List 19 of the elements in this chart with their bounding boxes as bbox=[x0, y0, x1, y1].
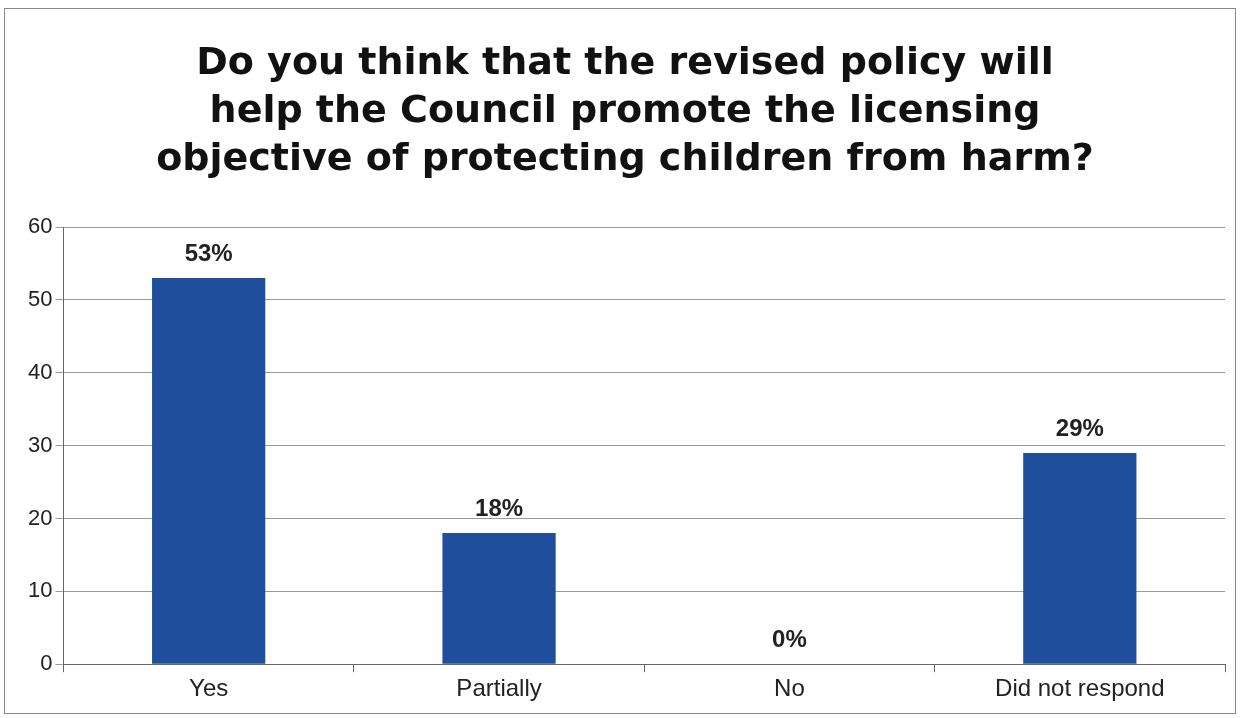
y-tick-label: 60 bbox=[27, 213, 53, 239]
y-tick-label: 0 bbox=[40, 650, 53, 676]
y-tick-label: 30 bbox=[27, 431, 53, 457]
x-tick-label: Partially bbox=[456, 674, 542, 702]
y-tick-label: 20 bbox=[27, 504, 53, 530]
bar bbox=[1023, 452, 1137, 664]
x-tick-label: No bbox=[774, 674, 805, 702]
x-tick-label: Did not respond bbox=[995, 674, 1165, 702]
bar bbox=[152, 278, 266, 664]
chart-title: Do you think that the revised policy will help the Council promote the licensing objective of protecting children from harm? bbox=[155, 38, 1095, 181]
x-tick-label: Yes bbox=[189, 674, 229, 702]
data-label: 18% bbox=[475, 493, 524, 521]
y-tick-label: 10 bbox=[27, 577, 53, 603]
data-label: 53% bbox=[184, 238, 233, 266]
y-tick-label: 50 bbox=[27, 285, 53, 311]
bar bbox=[442, 533, 556, 664]
y-tick-label: 40 bbox=[27, 358, 53, 384]
data-label: 29% bbox=[1055, 413, 1104, 441]
data-label: 0% bbox=[772, 624, 807, 652]
